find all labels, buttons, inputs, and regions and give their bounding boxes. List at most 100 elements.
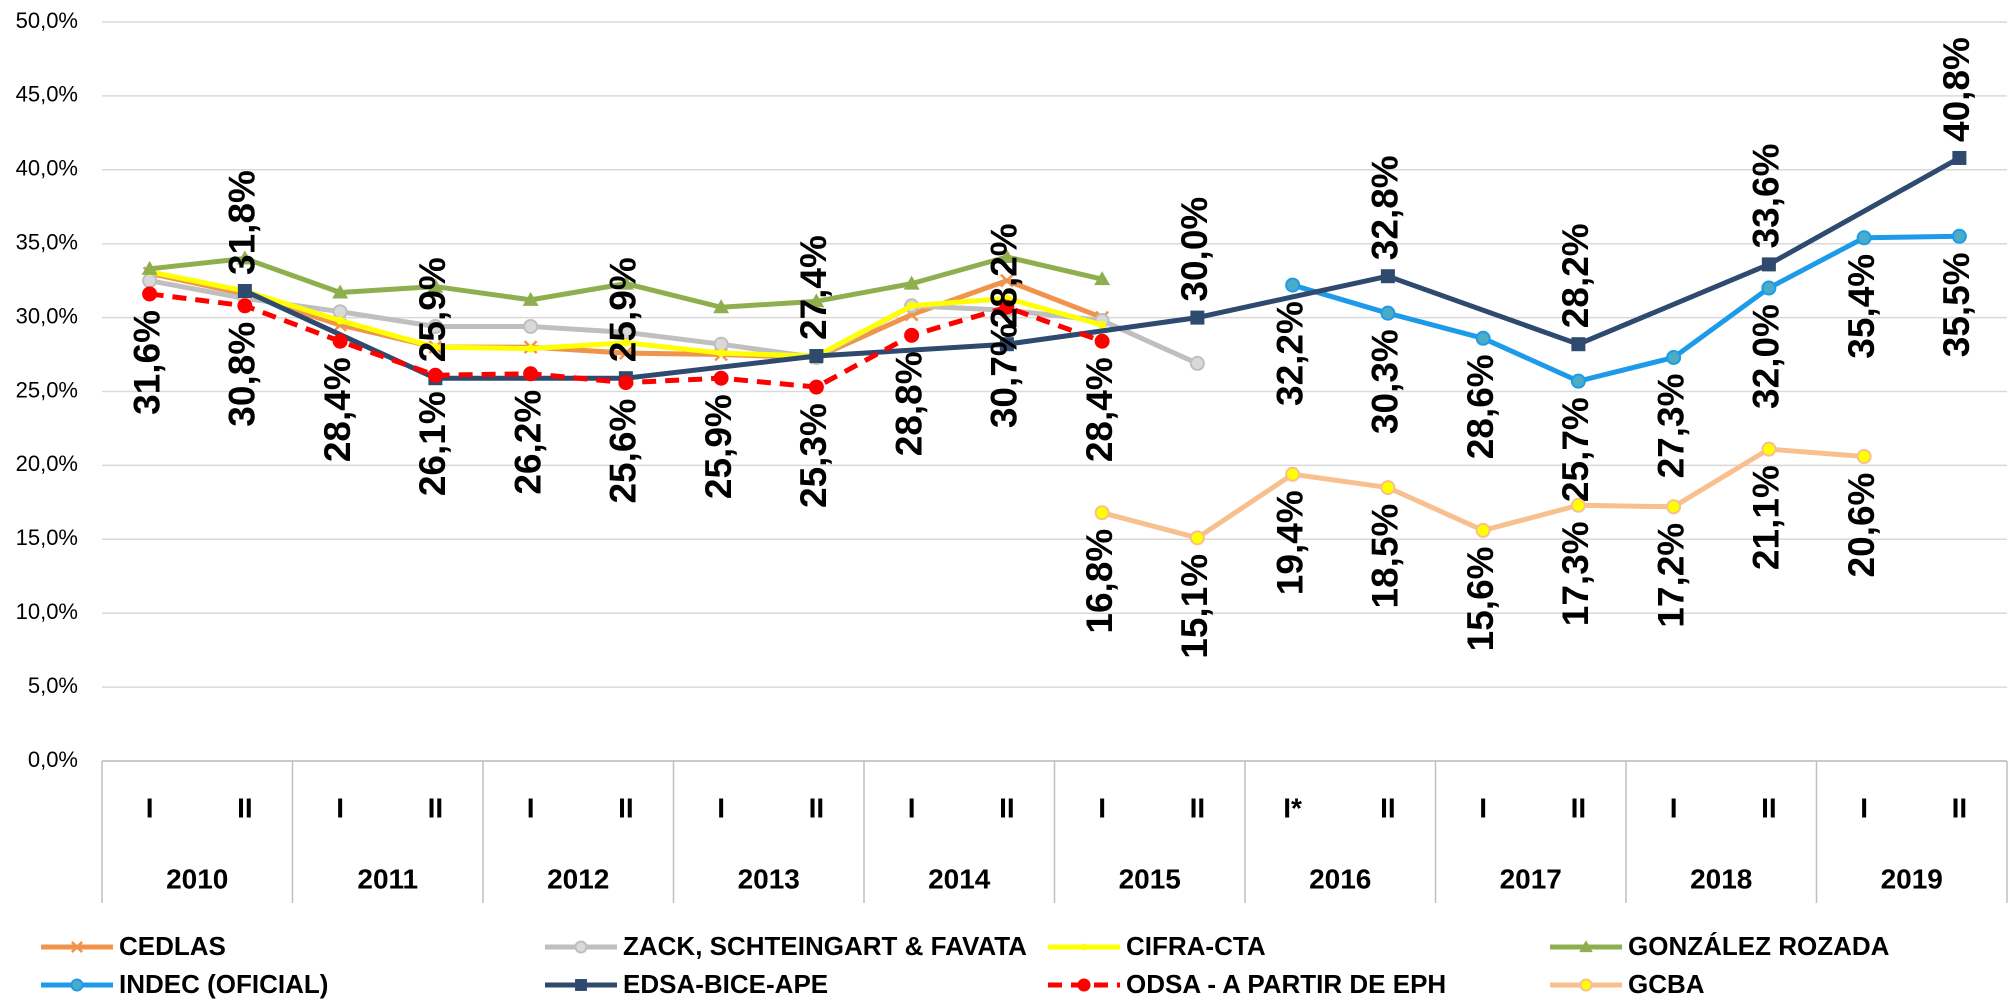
x-tick-label: II bbox=[1761, 792, 1777, 823]
marker bbox=[522, 291, 539, 306]
x-tick-label: I bbox=[908, 792, 916, 823]
marker bbox=[236, 250, 253, 265]
data-label: 28,8% bbox=[888, 351, 929, 456]
data-label: 31,6% bbox=[126, 310, 167, 415]
x-tick-label: I* bbox=[1283, 792, 1302, 823]
legend-entry: ODSA - A PARTIR DE EPH bbox=[1048, 969, 1446, 999]
data-label: 31,8% bbox=[222, 170, 263, 275]
data-label: 33,6% bbox=[1746, 143, 1787, 248]
marker bbox=[1190, 310, 1205, 325]
marker bbox=[1380, 305, 1396, 321]
marker-stroke bbox=[999, 273, 1014, 288]
data-label: 25,9% bbox=[603, 257, 644, 362]
marker-stroke bbox=[71, 941, 83, 953]
data-label: 25,7% bbox=[1555, 397, 1596, 502]
marker bbox=[1189, 355, 1205, 371]
marker bbox=[717, 349, 726, 358]
data-label: 28,4% bbox=[317, 357, 358, 462]
marker bbox=[809, 349, 824, 364]
marker bbox=[998, 249, 1015, 264]
data-label: 26,1% bbox=[412, 391, 453, 496]
marker bbox=[1666, 499, 1682, 515]
data-label: 28,4% bbox=[1079, 357, 1120, 462]
marker bbox=[1080, 943, 1088, 951]
x-tick-label: I bbox=[527, 792, 535, 823]
data-label: 15,1% bbox=[1174, 554, 1215, 659]
marker bbox=[1285, 277, 1301, 293]
data-label: 30,0% bbox=[1174, 197, 1215, 302]
legend-entry: EDSA-BICE-APE bbox=[545, 969, 828, 999]
marker bbox=[903, 275, 920, 290]
x-tick-label: II bbox=[809, 792, 825, 823]
marker bbox=[1094, 271, 1111, 286]
marker bbox=[713, 370, 729, 386]
y-tick-label: 5,0% bbox=[28, 673, 78, 698]
marker bbox=[1475, 522, 1491, 538]
data-label: 25,6% bbox=[603, 399, 644, 504]
data-label: 26,2% bbox=[507, 390, 548, 495]
marker bbox=[574, 940, 588, 954]
marker bbox=[523, 318, 539, 334]
marker bbox=[1285, 466, 1301, 482]
group-label: 2011 bbox=[357, 863, 418, 894]
marker bbox=[1952, 150, 1967, 165]
marker bbox=[526, 344, 535, 353]
marker bbox=[70, 978, 84, 992]
data-label: 20,6% bbox=[1841, 473, 1882, 578]
x-tick-label: II bbox=[618, 792, 634, 823]
group-label: 2012 bbox=[547, 863, 609, 894]
marker bbox=[1077, 978, 1091, 992]
x-tick-label: II bbox=[237, 792, 253, 823]
data-label: 32,8% bbox=[1365, 155, 1406, 260]
data-label: 32,0% bbox=[1746, 304, 1787, 409]
marker bbox=[1856, 449, 1872, 465]
marker bbox=[332, 333, 348, 349]
marker bbox=[808, 379, 824, 395]
x-tick-label: I bbox=[146, 792, 154, 823]
marker bbox=[1666, 350, 1682, 366]
data-label: 18,5% bbox=[1365, 504, 1406, 609]
x-tick-label: II bbox=[428, 792, 444, 823]
data-label: 30,3% bbox=[1365, 329, 1406, 434]
x-tick-label: I bbox=[1098, 792, 1106, 823]
legend-label: GONZÁLEZ ROZADA bbox=[1628, 931, 1890, 961]
y-tick-label: 45,0% bbox=[16, 82, 78, 107]
marker bbox=[1761, 280, 1777, 296]
data-label: 35,5% bbox=[1936, 252, 1977, 357]
marker bbox=[1098, 320, 1107, 329]
x-tick-label: I bbox=[1860, 792, 1868, 823]
data-label: 25,9% bbox=[412, 257, 453, 362]
x-tick-label: II bbox=[1571, 792, 1587, 823]
marker bbox=[1571, 337, 1586, 352]
series-line-segment bbox=[1196, 273, 1389, 321]
marker bbox=[1094, 505, 1110, 521]
y-tick-label: 40,0% bbox=[16, 156, 78, 181]
group-label: 2017 bbox=[1500, 863, 1562, 894]
series-line-segment bbox=[1577, 262, 1770, 347]
marker bbox=[141, 260, 158, 275]
group-label: 2010 bbox=[166, 863, 228, 894]
group-label: 2016 bbox=[1309, 863, 1371, 894]
series-line-segment bbox=[1006, 315, 1198, 347]
data-label: 32,2% bbox=[1269, 301, 1310, 406]
marker bbox=[1570, 373, 1586, 389]
y-tick-label: 20,0% bbox=[16, 451, 78, 476]
legend-entry: CIFRA-CTA bbox=[1048, 931, 1266, 961]
legend-label: INDEC (OFICIAL) bbox=[119, 969, 328, 999]
x-tick-label: I bbox=[1479, 792, 1487, 823]
data-label: 15,6% bbox=[1460, 546, 1501, 651]
marker bbox=[1579, 978, 1593, 992]
marker bbox=[427, 278, 444, 293]
marker bbox=[142, 286, 158, 302]
x-tick-label: II bbox=[1190, 792, 1206, 823]
y-tick-label: 50,0% bbox=[16, 8, 78, 33]
data-label: 35,4% bbox=[1841, 254, 1882, 359]
series-line-segment bbox=[816, 341, 1008, 359]
x-tick-label: II bbox=[1952, 792, 1968, 823]
marker bbox=[142, 273, 158, 289]
marker bbox=[1380, 269, 1395, 284]
legend-label: CEDLAS bbox=[119, 931, 226, 961]
data-label: 27,3% bbox=[1650, 374, 1691, 479]
data-label: 28,2% bbox=[984, 223, 1025, 328]
marker bbox=[237, 283, 252, 298]
